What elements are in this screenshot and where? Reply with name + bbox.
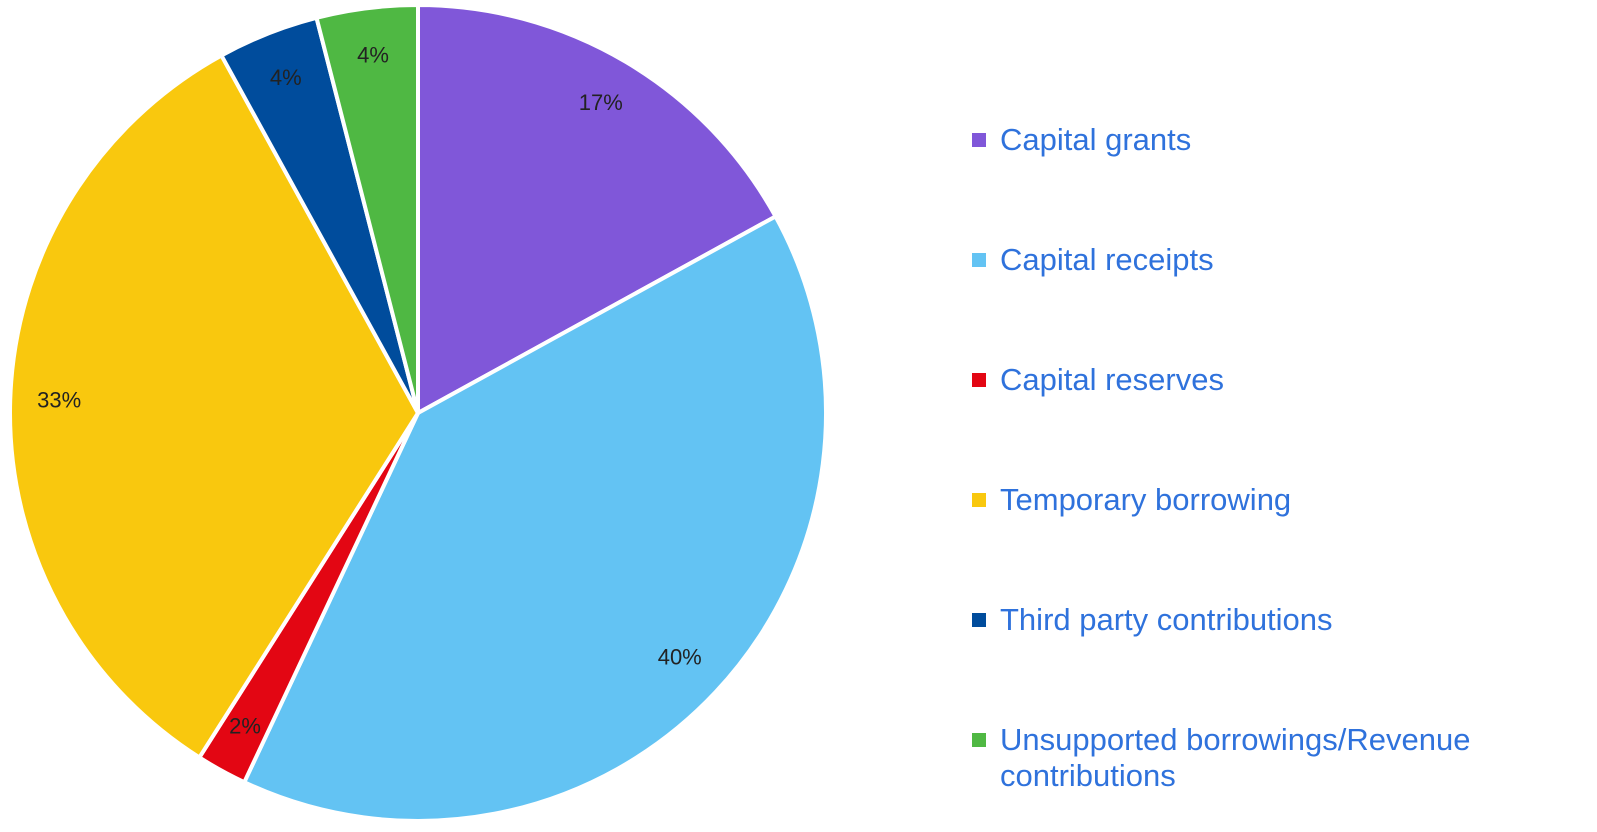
chart: 17% 40% 2% 33% 4% 4% xyxy=(8,3,828,823)
legend-marker xyxy=(972,613,986,627)
legend-label: Capital reserves xyxy=(1000,362,1224,397)
slice-label: 4% xyxy=(357,43,389,68)
pie-slice xyxy=(416,3,778,415)
legend-label: Temporary borrowing xyxy=(1000,482,1292,517)
legend-marker xyxy=(972,733,986,747)
slice-label: 40% xyxy=(658,645,702,670)
legend-marker xyxy=(972,373,986,387)
legend-item: Capital reserves xyxy=(972,362,1572,398)
legend-marker xyxy=(972,133,986,147)
legend-marker xyxy=(972,493,986,507)
legend-label: Third party contributions xyxy=(1000,602,1333,637)
slice-label: 33% xyxy=(37,388,81,413)
pie-slice xyxy=(314,3,420,415)
slice-label: 17% xyxy=(579,90,623,115)
legend-item: Capital receipts xyxy=(972,242,1572,278)
pie-slice xyxy=(242,214,828,823)
legend-label: Capital grants xyxy=(1000,122,1192,157)
slice-label: 2% xyxy=(229,713,261,738)
legend-item: Capital grants xyxy=(972,122,1572,158)
legend-label: Capital receipts xyxy=(1000,242,1214,277)
legend-item: Third party contributions xyxy=(972,602,1572,638)
legend-item: Temporary borrowing xyxy=(972,482,1572,518)
slice-label: 4% xyxy=(270,65,302,90)
legend-label: Unsupported borrowings/Revenue contribut… xyxy=(1000,722,1471,793)
legend-item: Unsupported borrowings/Revenue contribut… xyxy=(972,722,1572,794)
legend-marker xyxy=(972,253,986,267)
